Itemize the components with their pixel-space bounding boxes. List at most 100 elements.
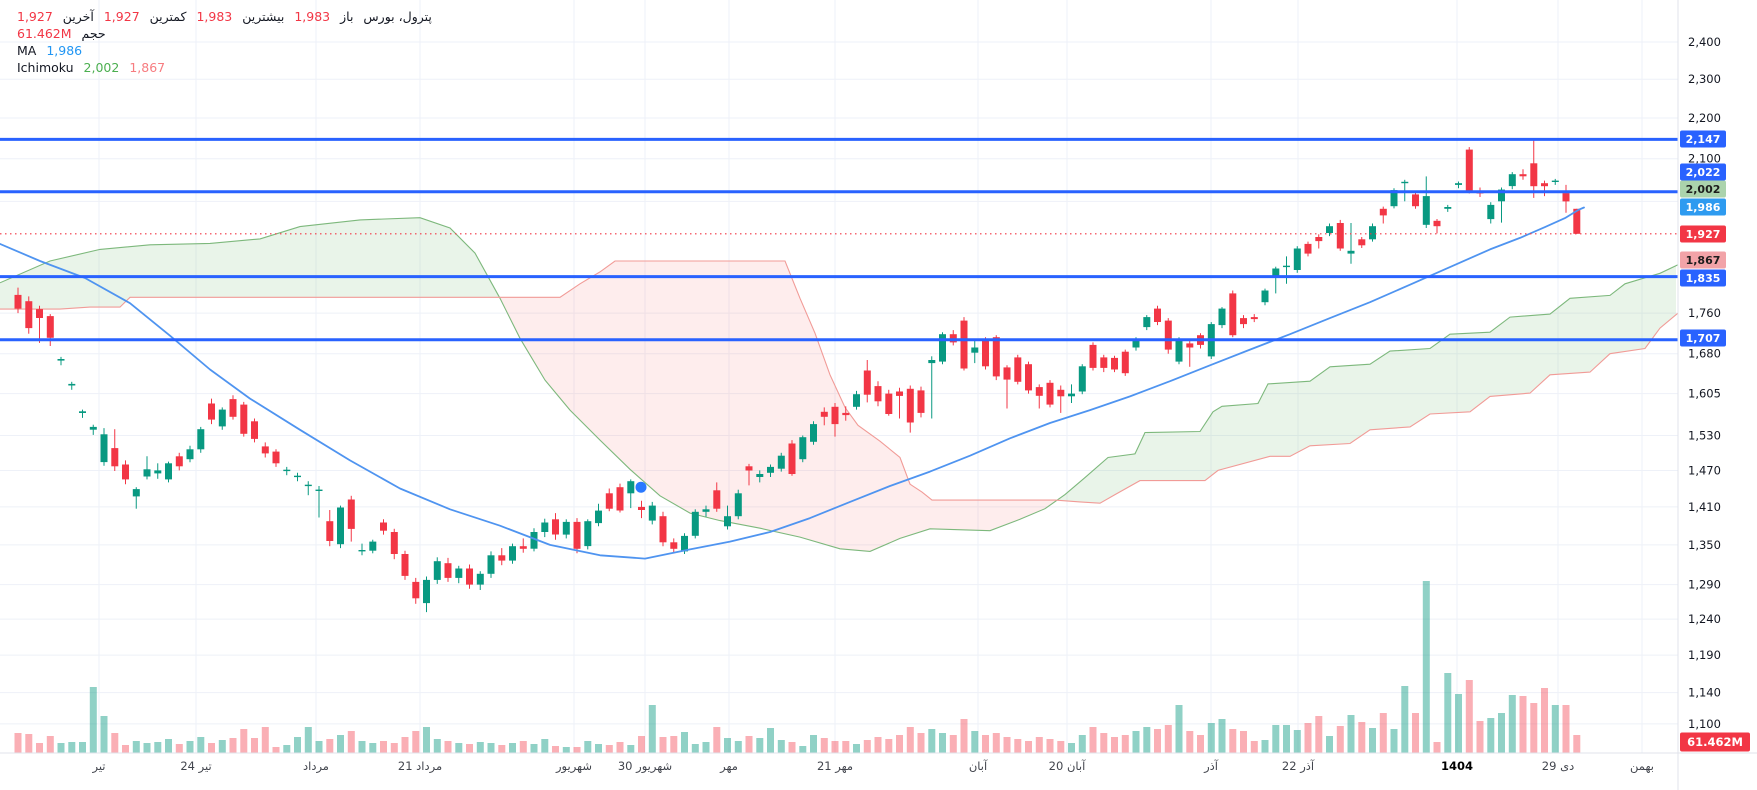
- volume-bar: [1444, 673, 1452, 753]
- date-tick-label: 30 شهریور: [618, 759, 672, 774]
- candle: [197, 429, 205, 450]
- date-tick-label: 21 مرداد: [398, 759, 442, 774]
- candle: [853, 394, 860, 407]
- candle: [1164, 320, 1172, 350]
- candle: [562, 521, 570, 535]
- horizontal-lines[interactable]: [0, 137, 1678, 342]
- price-tick-label: 1,190: [1688, 648, 1721, 662]
- volume-bar: [401, 737, 409, 753]
- volume-bar: [1379, 713, 1387, 753]
- price-tick-label: 1,290: [1688, 578, 1721, 592]
- volume-bar: [885, 739, 893, 753]
- candle: [1175, 339, 1183, 362]
- volume-bar: [767, 728, 774, 753]
- candle: [1272, 268, 1280, 276]
- volume-bar: [1551, 705, 1559, 753]
- volume-bar: [1422, 581, 1430, 753]
- legend-ma-row[interactable]: MA 1,986: [14, 42, 435, 59]
- legend-ohlc-row[interactable]: پترول، بورس باز 1,983 بیشترین 1,983 کمتر…: [14, 8, 435, 25]
- candle: [46, 316, 54, 338]
- candle: [79, 411, 86, 413]
- date-tick-label: 22 آذر: [1282, 759, 1315, 774]
- legend-volume-row[interactable]: حجم 61.462M: [14, 25, 435, 42]
- volume-bar: [1347, 715, 1355, 753]
- volume-bar: [874, 737, 882, 753]
- volume-bar: [971, 731, 979, 753]
- candle: [401, 554, 409, 576]
- candle: [960, 320, 968, 369]
- senkou-a-line: [0, 217, 1679, 552]
- volume-bar: [165, 739, 172, 753]
- price-tick-label: 1,470: [1688, 463, 1721, 477]
- volume-badge: [1680, 732, 1750, 752]
- candle: [648, 505, 656, 521]
- candle: [487, 555, 495, 574]
- volume-bar: [466, 744, 473, 753]
- candle: [1068, 393, 1075, 397]
- price-tick-label: 2,100: [1688, 152, 1721, 166]
- candle: [476, 573, 484, 585]
- drawing-anchor-dot[interactable]: [635, 481, 647, 493]
- candle: [896, 391, 903, 396]
- volume-bar: [1143, 727, 1151, 753]
- candle: [229, 399, 237, 417]
- volume-bar: [702, 742, 710, 753]
- legend-ichimoku-row[interactable]: Ichimoku 2,002 1,867: [14, 59, 435, 76]
- candle: [1057, 389, 1065, 397]
- candle: [1250, 317, 1258, 320]
- price-badge-label: 1,707: [1686, 332, 1721, 345]
- price-badge-label: 1,927: [1686, 228, 1721, 241]
- volume-bar: [1121, 735, 1129, 753]
- candle: [1111, 357, 1118, 370]
- volume-bar: [358, 741, 366, 753]
- volume-bar: [509, 743, 516, 753]
- candle: [326, 521, 334, 541]
- volume-bar: [89, 687, 97, 753]
- volume-bar: [272, 747, 280, 753]
- price-badge: [1680, 130, 1726, 148]
- symbol-name[interactable]: پترول، بورس: [363, 9, 432, 24]
- candle: [111, 448, 119, 467]
- candle: [1498, 189, 1505, 202]
- date-tick-label: شهریور: [555, 759, 592, 774]
- volume-bar: [197, 737, 205, 753]
- candle: [863, 370, 871, 395]
- candle: [1336, 223, 1344, 249]
- volume-bar: [251, 738, 258, 753]
- volume-badge-label: 61.462M: [1687, 735, 1743, 749]
- candle: [240, 404, 248, 434]
- volume-bar: [1412, 713, 1419, 753]
- price-tick-label: 1,350: [1688, 538, 1721, 552]
- candle: [251, 421, 258, 439]
- candle: [165, 463, 172, 480]
- date-tick-label: 29 دی: [1542, 759, 1574, 773]
- price-tick-label: 2,400: [1688, 35, 1721, 49]
- open-label: باز: [340, 9, 354, 24]
- price-tick-label: 1,140: [1688, 686, 1721, 700]
- volume-bar: [1315, 716, 1323, 753]
- volume-bar: [1218, 719, 1226, 753]
- volume-bar: [390, 743, 398, 753]
- volume-bar: [1078, 735, 1086, 753]
- candle: [283, 469, 291, 472]
- grid-lines: [0, 0, 1678, 753]
- candle: [1229, 293, 1237, 336]
- volume-bar: [1390, 729, 1398, 753]
- volume-bar: [1508, 695, 1516, 753]
- candle: [1369, 226, 1376, 240]
- volume-bar: [1014, 739, 1022, 753]
- candle: [218, 409, 226, 427]
- candle: [1003, 367, 1011, 380]
- volume-bar: [455, 743, 463, 753]
- candle: [1433, 220, 1441, 227]
- time-axis[interactable]: تیر 24 تیر مرداد 21 مرداد شهریور 30 شهریور مهر…: [91, 759, 1653, 774]
- volume-bar: [670, 736, 678, 753]
- candle: [1326, 226, 1333, 233]
- volume-bar: [111, 733, 119, 753]
- ichimoku-senkou-a-value: 2,002: [83, 60, 120, 75]
- price-badge-label: 1,986: [1686, 201, 1721, 214]
- volume-bar: [1261, 740, 1269, 753]
- volume-bar: [1111, 737, 1118, 753]
